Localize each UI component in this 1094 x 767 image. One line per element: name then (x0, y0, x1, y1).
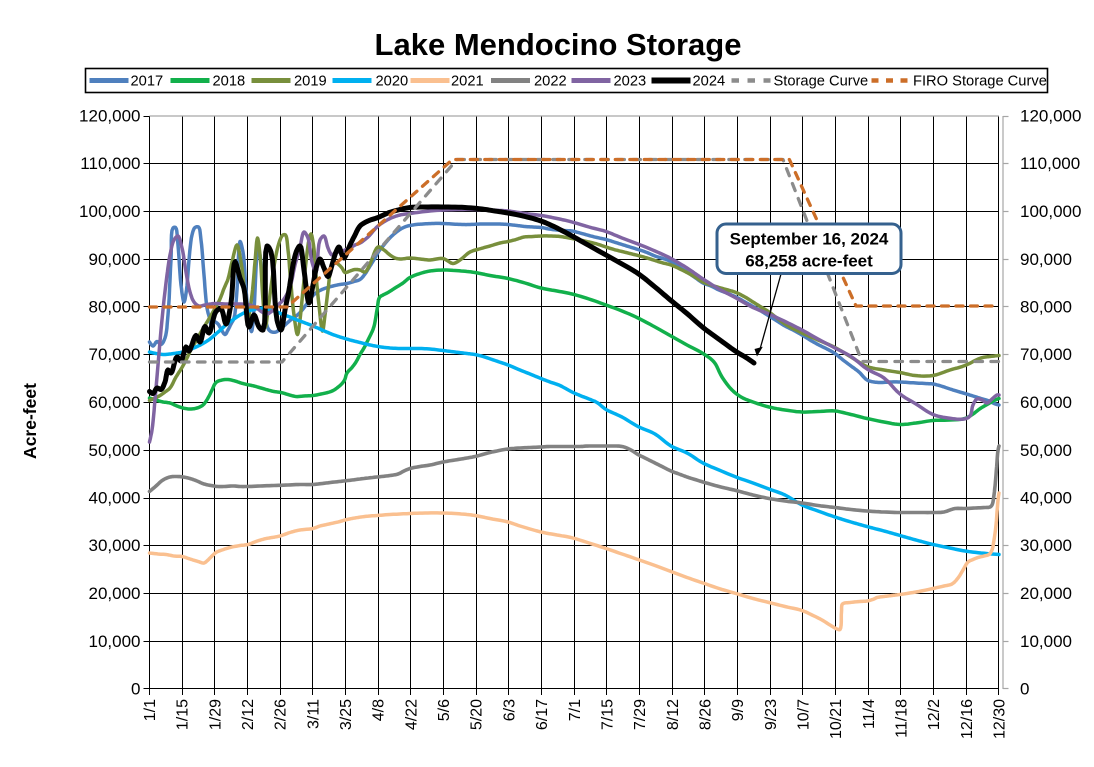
svg-text:60,000: 60,000 (89, 393, 141, 412)
svg-text:FIRO Storage Curve: FIRO Storage Curve (913, 74, 1047, 90)
svg-text:40,000: 40,000 (1020, 489, 1072, 508)
svg-text:2019: 2019 (294, 74, 327, 90)
svg-text:0: 0 (1020, 680, 1029, 699)
svg-text:4/8: 4/8 (371, 699, 388, 721)
svg-text:30,000: 30,000 (89, 536, 141, 555)
svg-text:Acre-feet: Acre-feet (20, 383, 40, 459)
svg-text:30,000: 30,000 (1020, 536, 1072, 555)
svg-text:60,000: 60,000 (1020, 393, 1072, 412)
svg-text:2/26: 2/26 (273, 699, 290, 730)
svg-text:90,000: 90,000 (89, 250, 141, 269)
svg-text:1/1: 1/1 (142, 699, 159, 721)
svg-text:2023: 2023 (614, 74, 647, 90)
svg-text:11/18: 11/18 (894, 699, 911, 738)
svg-text:80,000: 80,000 (1020, 298, 1072, 317)
svg-text:100,000: 100,000 (79, 202, 140, 221)
svg-text:10,000: 10,000 (1020, 632, 1072, 651)
svg-text:September 16, 2024: September 16, 2024 (730, 230, 889, 249)
svg-text:12/16: 12/16 (959, 699, 976, 739)
svg-text:4/22: 4/22 (403, 699, 420, 730)
svg-text:2022: 2022 (534, 74, 567, 90)
svg-text:70,000: 70,000 (1020, 345, 1072, 364)
svg-text:10/7: 10/7 (796, 699, 813, 730)
svg-text:10/21: 10/21 (828, 699, 845, 739)
svg-text:80,000: 80,000 (89, 298, 141, 317)
svg-text:12/2: 12/2 (926, 699, 943, 730)
svg-text:110,000: 110,000 (80, 154, 140, 173)
svg-text:7/29: 7/29 (632, 699, 649, 730)
svg-text:90,000: 90,000 (1020, 250, 1072, 269)
svg-text:7/15: 7/15 (599, 699, 616, 730)
svg-text:8/12: 8/12 (665, 699, 682, 730)
svg-text:20,000: 20,000 (89, 584, 141, 603)
svg-text:2/12: 2/12 (240, 699, 257, 730)
svg-text:50,000: 50,000 (1020, 441, 1072, 460)
svg-text:70,000: 70,000 (89, 345, 141, 364)
svg-text:11/4: 11/4 (861, 699, 878, 729)
svg-text:Lake Mendocino Storage: Lake Mendocino Storage (375, 27, 742, 62)
svg-text:120,000: 120,000 (79, 107, 140, 126)
svg-text:2024: 2024 (693, 74, 726, 90)
svg-text:3/11: 3/11 (305, 699, 322, 729)
svg-text:12/30: 12/30 (992, 699, 1009, 739)
svg-text:120,000: 120,000 (1020, 107, 1081, 126)
svg-text:2020: 2020 (376, 74, 409, 90)
svg-text:2017: 2017 (131, 74, 164, 90)
svg-text:6/3: 6/3 (501, 699, 518, 721)
svg-text:3/25: 3/25 (338, 699, 355, 730)
svg-text:Storage Curve: Storage Curve (774, 74, 869, 90)
svg-text:110,000: 110,000 (1020, 154, 1080, 173)
svg-text:8/26: 8/26 (697, 699, 714, 730)
svg-text:1/29: 1/29 (207, 699, 224, 730)
svg-text:10,000: 10,000 (89, 632, 141, 651)
svg-text:1/15: 1/15 (175, 699, 192, 730)
svg-text:5/20: 5/20 (469, 699, 486, 730)
svg-text:100,000: 100,000 (1020, 202, 1081, 221)
svg-text:9/23: 9/23 (763, 699, 780, 730)
svg-text:0: 0 (131, 680, 140, 699)
svg-text:68,258 acre-feet: 68,258 acre-feet (745, 252, 873, 271)
svg-text:20,000: 20,000 (1020, 584, 1072, 603)
svg-text:50,000: 50,000 (89, 441, 141, 460)
svg-text:9/9: 9/9 (730, 699, 747, 721)
svg-text:7/1: 7/1 (567, 699, 584, 721)
svg-text:40,000: 40,000 (89, 489, 141, 508)
svg-text:2018: 2018 (213, 74, 246, 90)
svg-text:5/6: 5/6 (436, 699, 453, 721)
svg-text:2021: 2021 (451, 74, 484, 90)
svg-text:6/17: 6/17 (534, 699, 551, 730)
